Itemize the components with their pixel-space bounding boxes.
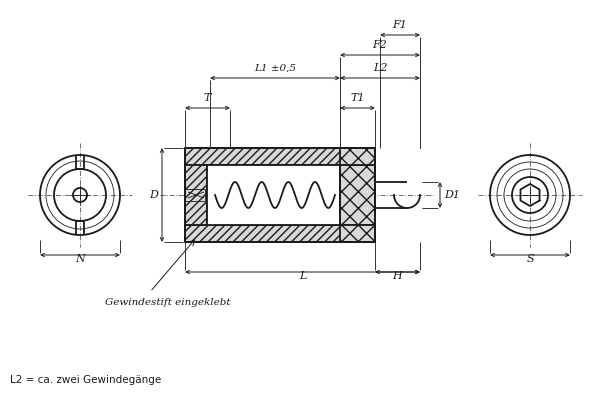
Text: L2 = ca. zwei Gewindegänge: L2 = ca. zwei Gewindegänge <box>10 375 161 385</box>
Text: F2: F2 <box>373 40 388 50</box>
Text: T: T <box>204 93 211 103</box>
Text: T1: T1 <box>350 93 365 103</box>
Text: N: N <box>75 254 85 264</box>
Text: D: D <box>149 190 158 200</box>
Text: Gewindestift eingeklebt: Gewindestift eingeklebt <box>105 298 230 307</box>
Bar <box>185 225 375 242</box>
Bar <box>340 148 375 165</box>
Text: L1 ±0,5: L1 ±0,5 <box>254 64 296 73</box>
Bar <box>207 165 340 225</box>
Text: F1: F1 <box>392 20 407 30</box>
Bar <box>185 165 207 225</box>
Bar <box>185 148 375 165</box>
Text: S: S <box>526 254 534 264</box>
Bar <box>340 225 375 242</box>
Text: L: L <box>299 271 306 281</box>
Text: D1: D1 <box>444 190 460 200</box>
Text: H: H <box>392 271 403 281</box>
Bar <box>340 165 375 225</box>
Text: L2: L2 <box>373 63 387 73</box>
